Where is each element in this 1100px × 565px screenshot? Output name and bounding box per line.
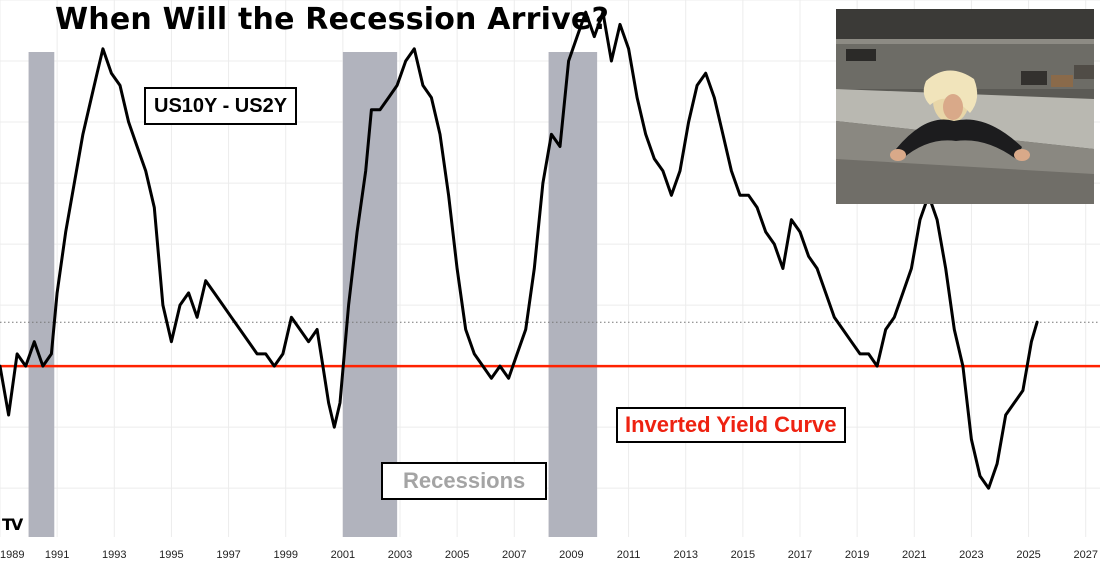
series-lines [0,10,1039,490]
x-tick-label-1991: 1991 [45,549,69,561]
woman-on-ledge-photo [836,9,1094,204]
chart-title: When Will the Recession Arrive? [55,2,610,37]
recession-band-3 [548,52,598,537]
x-tick-label-2011: 2011 [617,549,641,561]
x-tick-label-1995: 1995 [159,549,183,561]
x-tick-label-1997: 1997 [216,549,240,561]
recession-bands [28,52,598,537]
x-tick-label-2007: 2007 [502,549,526,561]
recession-band-1 [28,52,55,537]
x-axis-ticks: 1989 1991 1993 1995 1997 1999 2001 2003 2005 2007… [0,549,1098,561]
x-tick-label-1993: 1993 [102,549,126,561]
x-tick-label-1999: 1999 [273,549,297,561]
recessions-label: Recessions [381,462,548,500]
x-tick-label-2013: 2013 [673,549,697,561]
series-label: US10Y - US2Y [144,87,298,125]
x-tick-label-2025: 2025 [1016,549,1040,561]
x-tick-label-2015: 2015 [731,549,755,561]
x-tick-label-2017: 2017 [788,549,812,561]
x-tick-label-2021: 2021 [902,549,926,561]
x-tick-label-2027: 2027 [1073,549,1097,561]
series-line-1 [0,10,1039,490]
x-tick-label-2001: 2001 [331,549,355,561]
inverted-yield-curve-label: Inverted Yield Curve [616,407,846,443]
tradingview-logo-icon: TV [2,515,23,534]
reference-lines [0,321,1100,368]
x-tick-label-2003: 2003 [388,549,412,561]
x-tick-label-2005: 2005 [445,549,469,561]
x-tick-label-2019: 2019 [845,549,869,561]
x-tick-label-2009: 2009 [559,549,583,561]
x-tick-label-1989: 1989 [0,549,24,561]
x-tick-label-2023: 2023 [959,549,983,561]
